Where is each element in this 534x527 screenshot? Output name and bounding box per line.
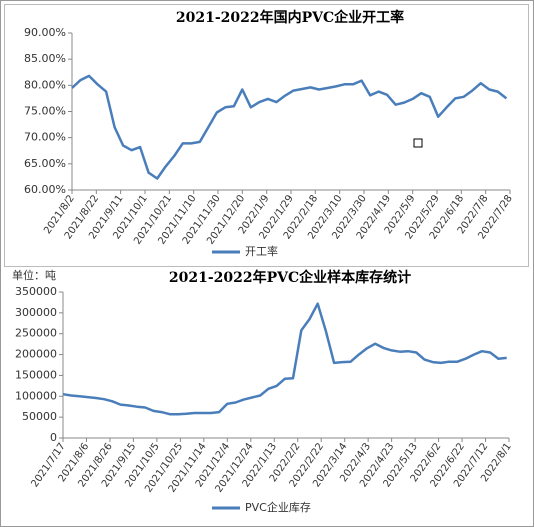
y-tick-label: 150000: [15, 368, 57, 381]
y-tick-label: 200000: [15, 348, 57, 361]
y-tick-label: 100000: [15, 389, 57, 402]
y-tick-label: 70.00%: [24, 131, 66, 144]
y-tick-label: 50000: [22, 410, 57, 423]
marker: [413, 138, 423, 148]
y-tick-label: 75.00%: [24, 105, 66, 118]
chart-frame: [4, 4, 529, 267]
data-line: [71, 74, 508, 180]
chart-title: 2021-2022年国内PVC企业开工率: [176, 9, 404, 26]
y-tick-label: 85.00%: [24, 52, 66, 65]
data-line: [62, 302, 507, 416]
chart-title: 2021-2022年PVC企业样本库存统计: [169, 269, 411, 286]
legend-label: 开工率: [245, 244, 278, 258]
y-tick-label: 65.00%: [24, 157, 66, 170]
y-tick-label: 300000: [15, 306, 57, 319]
legend-label: PVC企业库存: [245, 500, 311, 514]
y-tick-label: 90.00%: [24, 26, 66, 39]
y-tick-label: 80.00%: [24, 78, 66, 91]
y-tick-label: 350000: [15, 285, 57, 298]
unit-label: 单位：吨: [12, 268, 56, 282]
y-tick-label: 250000: [15, 327, 57, 340]
y-tick-label: 0: [50, 431, 57, 444]
y-tick-label: 60.00%: [24, 183, 66, 196]
